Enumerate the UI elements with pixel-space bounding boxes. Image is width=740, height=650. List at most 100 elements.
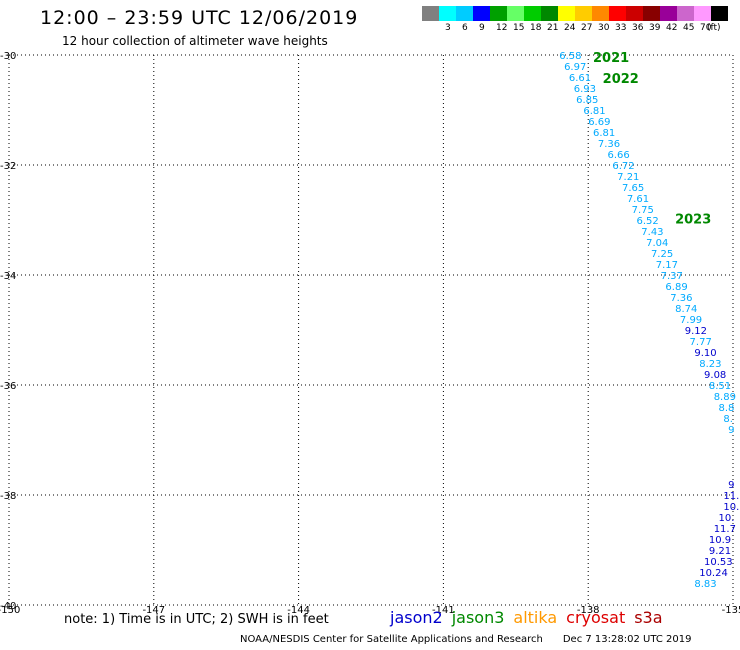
wave-height-label: 9.10 xyxy=(694,348,716,359)
colorbar-tick-label: 18 xyxy=(530,23,542,33)
wave-height-label: 7.36 xyxy=(598,139,620,150)
time-label: 2023 xyxy=(675,212,711,227)
wave-height-label: 10. xyxy=(719,513,735,524)
lat-tick-label: -34 xyxy=(0,271,16,282)
wave-height-label: 6.52 xyxy=(636,216,658,227)
time-label: 2021 xyxy=(593,51,629,66)
colorbar-swatch: 18 xyxy=(524,6,541,33)
wave-height-label: 6.69 xyxy=(588,117,610,128)
colorbar-tick-label: 6 xyxy=(462,23,468,33)
colorbar-swatch: 27 xyxy=(575,6,592,33)
wave-height-label: 6.81 xyxy=(593,128,615,139)
wave-height-label: 7.37 xyxy=(661,271,683,282)
wave-height-label: 8. xyxy=(723,414,733,425)
wave-height-label: 8.23 xyxy=(699,359,721,370)
wave-height-label: 9 xyxy=(728,425,734,436)
satellite-legend-altika: altika xyxy=(513,608,558,627)
colorbar-swatch: 42 xyxy=(660,6,677,33)
wave-height-label: 7.77 xyxy=(690,337,712,348)
lon-tick-label: -138 xyxy=(577,605,600,616)
wave-height-label: 9.12 xyxy=(685,326,707,337)
axis-tick-labels: -150 -147 -144 -141 -138 -135 -30 -32 -34 -36 -38 -… xyxy=(0,51,740,616)
wave-height-label: 6.89 xyxy=(665,282,687,293)
wave-height-label: 9 xyxy=(728,480,734,491)
wave-height-label: 7.36 xyxy=(670,293,692,304)
wave-height-label: 7.61 xyxy=(627,194,649,205)
wave-height-label: 7.99 xyxy=(680,315,702,326)
lon-tick-label: -150 xyxy=(0,605,20,616)
wave-height-label: 7.04 xyxy=(646,238,668,249)
colorbar-swatch: 33 xyxy=(609,6,626,33)
lon-tick-label: -147 xyxy=(142,605,165,616)
wave-height-label: 10.9 xyxy=(709,535,731,546)
wave-height-label: 6.85 xyxy=(576,95,598,106)
colorbar-tick-label: 70 xyxy=(700,23,712,33)
colorbar-tick-label: 42 xyxy=(666,23,678,33)
colorbar-unit: (ft) xyxy=(707,23,721,33)
chart-subtitle: 12 hour collection of altimeter wave hei… xyxy=(62,34,328,48)
wave-height-label: 10.53 xyxy=(704,557,733,568)
lat-tick-label: -38 xyxy=(0,491,16,502)
wave-height-colorbar: 3 6 9 12 15 18 21 24 27 30 33 36 39 42 45 70 (ft) xyxy=(422,6,728,33)
wave-height-label: 10. xyxy=(723,502,739,513)
colorbar-tick-label: 33 xyxy=(615,23,627,33)
lat-tick-label: -36 xyxy=(0,381,16,392)
chart-title: 12:00 – 23:59 UTC 12/06/2019 xyxy=(40,7,359,29)
colorbar-swatch: 15 xyxy=(507,6,524,33)
lat-tick-label: -32 xyxy=(0,161,16,172)
wave-height-label: 7.25 xyxy=(651,249,673,260)
wave-height-label: 7.75 xyxy=(632,205,654,216)
wave-height-label: 7.21 xyxy=(617,172,639,183)
colorbar-swatch: 70 xyxy=(694,6,711,33)
wave-height-observations: 6.586.976.616.936.856.816.696.817.366.66… xyxy=(559,51,739,590)
time-labels: 2021 2022 2023 xyxy=(593,51,711,227)
colorbar-swatch: 45 xyxy=(677,6,694,33)
satellite-legend: jason2 jason3 altika cryosat s3a xyxy=(390,608,672,627)
wave-height-label: 9.21 xyxy=(709,546,731,557)
lat-tick-label: -40 xyxy=(0,601,16,612)
satellite-legend-s3a: s3a xyxy=(634,608,663,627)
lat-tick-label: -30 xyxy=(0,51,16,62)
wave-height-label: 8.51 xyxy=(709,381,731,392)
wave-height-label: 6.66 xyxy=(608,150,630,161)
wave-height-label: 11. xyxy=(723,491,739,502)
colorbar-swatch: 3 xyxy=(439,6,456,33)
wave-height-label: 7.17 xyxy=(656,260,678,271)
lon-tick-label: -144 xyxy=(287,605,310,616)
colorbar-swatch: 21 xyxy=(541,6,558,33)
colorbar-swatch xyxy=(422,6,439,21)
colorbar-swatch: 12 xyxy=(490,6,507,33)
colorbar-swatch: 24 xyxy=(558,6,575,33)
colorbar-tick-label: 12 xyxy=(496,23,508,33)
wave-height-label: 8.8 xyxy=(719,403,735,414)
colorbar-swatch: 39 xyxy=(643,6,660,33)
footer-note: note: 1) Time is in UTC; 2) SWH is in fe… xyxy=(64,612,329,627)
wave-height-label: 9.08 xyxy=(704,370,726,381)
time-label: 2022 xyxy=(603,72,639,87)
colorbar-tick-label: 21 xyxy=(547,23,559,33)
colorbar-tick-label: 24 xyxy=(564,23,576,33)
wave-height-label: 10.24 xyxy=(699,568,728,579)
wave-height-label: 6.58 xyxy=(559,51,581,62)
wave-height-label: 6.97 xyxy=(564,62,586,73)
wave-height-label: 6.81 xyxy=(583,106,605,117)
colorbar-tick-label: 3 xyxy=(445,23,451,33)
colorbar-swatch: 6 xyxy=(456,6,473,33)
wave-height-label: 8.74 xyxy=(675,304,697,315)
colorbar-swatch: 30 xyxy=(592,6,609,33)
wave-height-label: 6.93 xyxy=(574,84,596,95)
generated-timestamp: Dec 7 13:28:02 UTC 2019 xyxy=(562,634,692,645)
wave-height-label: 7.43 xyxy=(641,227,663,238)
colorbar-swatch: 36 xyxy=(626,6,643,33)
colorbar-tick-label: 27 xyxy=(581,23,593,33)
lon-tick-label: -141 xyxy=(432,605,455,616)
colorbar-tick-label: 36 xyxy=(632,23,644,33)
colorbar-tick-label: 45 xyxy=(683,23,695,33)
satellite-legend-jason3: jason3 xyxy=(451,608,505,627)
credit-text: NOAA/NESDIS Center for Satellite Applica… xyxy=(240,634,543,645)
colorbar-tick-label: 9 xyxy=(479,23,485,33)
credit-line: NOAA/NESDIS Center for Satellite Applica… xyxy=(240,634,691,645)
wave-height-label: 6.72 xyxy=(612,161,634,172)
lon-tick-label: -135 xyxy=(722,605,740,616)
